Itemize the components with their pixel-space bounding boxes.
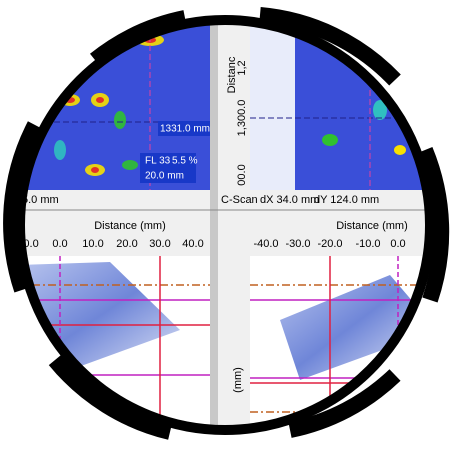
percent-label: 5.5 % xyxy=(172,156,198,167)
tick-label: -30.0 xyxy=(285,238,310,250)
tick-labels: 1,2 1,300.0 00.0 xyxy=(236,60,248,185)
frame-arcs xyxy=(3,7,450,440)
axis-label: (mm) xyxy=(232,367,244,393)
status-text: 5.0 mm xyxy=(22,194,59,206)
axis-label: Distance (mm) xyxy=(94,220,166,232)
tick-label: 0.0 xyxy=(390,238,405,250)
cursor-label: 1331.0 mm xyxy=(160,124,210,135)
tick-label: 30.0 xyxy=(149,238,170,250)
depth-label: 20.0 mm xyxy=(145,171,184,182)
status-dx: dX 34.0 mm xyxy=(260,194,319,206)
tick-label: 10.0 xyxy=(82,238,103,250)
fl-label: FL 33 xyxy=(145,156,171,167)
tick-label: 0.0 xyxy=(52,238,67,250)
tick-label: 1,2 xyxy=(236,60,248,75)
tick-label: -40.0 xyxy=(253,238,278,250)
frame-ring xyxy=(15,15,435,435)
tick-label: 1,300.0 xyxy=(236,100,248,137)
status-view: C-Scan xyxy=(221,194,258,206)
tick-label: 20.0 xyxy=(116,238,137,250)
axis-label: Distance (mm) xyxy=(336,220,408,232)
tick-label: 00.0 xyxy=(236,164,248,185)
axis-label: Distanc xyxy=(226,56,238,93)
status-dy: dY 124.0 mm xyxy=(314,194,379,206)
tick-label: 40.0 xyxy=(182,238,203,250)
tick-label: -10.0 xyxy=(355,238,380,250)
tick-label: -20.0 xyxy=(317,238,342,250)
bscan-right xyxy=(280,275,420,380)
